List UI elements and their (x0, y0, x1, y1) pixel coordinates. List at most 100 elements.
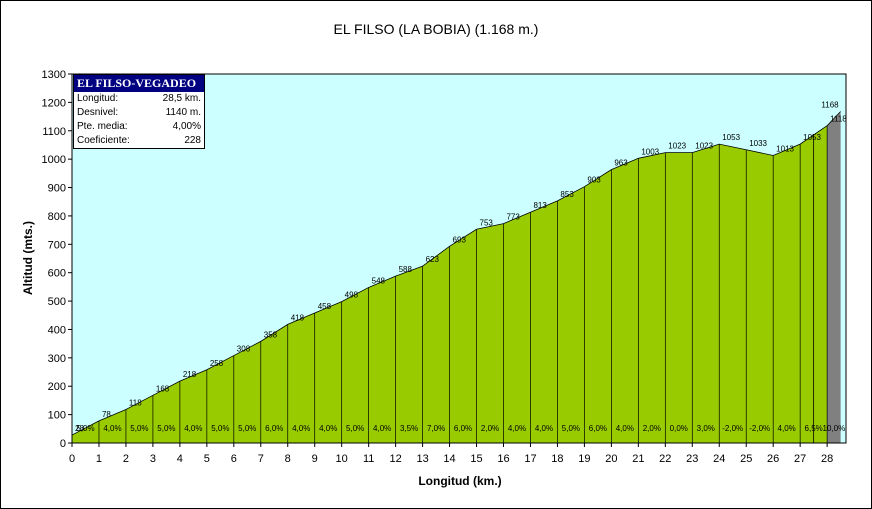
profile-segment (611, 158, 639, 443)
x-tick-label: 19 (578, 453, 590, 465)
x-tick-label: 8 (285, 453, 291, 465)
altitude-label: 773 (506, 213, 520, 222)
y-tick-label: 900 (48, 183, 66, 195)
y-tick-label: 1000 (42, 154, 66, 166)
altitude-label: 1053 (803, 133, 821, 142)
altitude-label: 358 (264, 330, 278, 339)
gradient-label: 6,5% (805, 424, 823, 433)
y-tick-label: 100 (48, 410, 66, 422)
x-tick-label: 7 (258, 453, 264, 465)
altitude-label: 1003 (641, 147, 659, 156)
info-row-length: Longitud: 28,5 km. (74, 92, 204, 106)
y-tick-label: 1200 (42, 97, 66, 109)
gradient-label: 4,0% (292, 424, 310, 433)
altitude-label: 1053 (722, 133, 740, 142)
altitude-label: 753 (480, 218, 494, 227)
info-value: 4,00% (172, 121, 201, 132)
y-tick-label: 400 (48, 324, 66, 336)
altitude-label: 28 (75, 424, 84, 433)
profile-segment (665, 152, 693, 444)
altitude-label: 118 (129, 399, 142, 408)
gradient-label: 4,0% (778, 424, 796, 433)
altitude-label: 623 (426, 255, 440, 264)
x-tick-label: 4 (177, 453, 183, 465)
info-box-title: EL FILSO-VEGADEO (74, 75, 204, 92)
y-tick-label: 500 (48, 296, 66, 308)
x-tick-label: 11 (363, 453, 374, 465)
altitude-label: 218 (183, 370, 197, 379)
info-label: Pte. media: (77, 121, 128, 132)
altitude-label: 1023 (695, 142, 713, 151)
gradient-label: 6,0% (589, 424, 607, 433)
y-tick-label: 200 (48, 381, 66, 393)
info-value: 1140 m. (165, 107, 201, 118)
profile-segment (692, 144, 720, 444)
gradient-label: 4,0% (319, 424, 337, 433)
x-tick-label: 18 (551, 453, 563, 465)
profile-segment (72, 420, 99, 443)
x-tick-label: 3 (150, 453, 156, 465)
gradient-label: 5,0% (238, 424, 256, 433)
profile-segment (503, 212, 531, 443)
profile-segment (260, 324, 288, 443)
info-row-average-gradient: Pte. media: 4,00% (74, 120, 204, 134)
info-value: 28,5 km. (162, 93, 201, 104)
altitude-label: 458 (318, 302, 332, 311)
profile-segment (368, 276, 396, 443)
x-tick-label: 21 (632, 453, 644, 465)
profile-line (71, 111, 841, 436)
y-tick-label: 1100 (42, 126, 66, 138)
x-tick-label: 26 (767, 453, 779, 465)
altitude-label: 548 (372, 276, 386, 285)
y-tick-label: 300 (48, 353, 66, 365)
y-tick-label: 0 (60, 438, 66, 450)
profile-segment (638, 152, 666, 444)
altitude-label: 258 (210, 359, 224, 368)
altitude-label: 1023 (668, 142, 686, 151)
x-tick-label: 9 (312, 453, 318, 465)
profile-segment (206, 355, 234, 443)
profile-segment (314, 301, 342, 443)
x-tick-label: 27 (794, 453, 806, 465)
x-tick-label: 23 (686, 453, 698, 465)
info-value: 228 (184, 135, 201, 146)
x-tick-label: 22 (659, 453, 671, 465)
gradient-label: 2,0% (643, 424, 661, 433)
profile-segment (773, 144, 801, 444)
profile-segment (422, 246, 450, 443)
gradient-label: 3,5% (400, 424, 418, 433)
profile-segment (395, 266, 423, 443)
profile-segment (233, 341, 261, 443)
gradient-label: 6,0% (265, 424, 283, 433)
x-tick-label: 5 (204, 453, 210, 465)
x-tick-label: 2 (123, 453, 129, 465)
gradient-label: -2,0% (722, 424, 743, 433)
y-axis-title: Altitud (mts.) (21, 221, 35, 295)
gradient-label: 5,0% (157, 424, 175, 433)
y-tick-label: 600 (48, 268, 66, 280)
x-tick-label: 16 (497, 453, 509, 465)
info-row-elevation-gain: Desnivel: 1140 m. (74, 106, 204, 120)
altitude-label: 903 (587, 176, 601, 185)
gradient-label: 4,0% (373, 424, 391, 433)
x-tick-label: 17 (524, 453, 536, 465)
altitude-label: 853 (560, 190, 574, 199)
plot-border (71, 73, 847, 444)
gradient-label: 10,0% (823, 424, 846, 433)
gradient-label: 5,0% (562, 424, 580, 433)
altitude-label: 588 (399, 265, 413, 274)
x-tick-label: 28 (821, 453, 833, 465)
altitude-label: 813 (533, 201, 547, 210)
gradient-label: 7,0% (427, 424, 445, 433)
profile-segment (719, 144, 747, 444)
gradient-label: 5,0% (346, 424, 364, 433)
altitude-label: 1168 (821, 100, 839, 109)
gradient-label: 4,0% (103, 424, 121, 433)
info-label: Longitud: (77, 93, 119, 104)
y-tick-label: 700 (48, 239, 66, 251)
x-tick-label: 15 (470, 453, 482, 465)
plot-area: 0100200300400500600700800900100011001200… (42, 69, 848, 465)
x-axis-title: Longitud (km.) (418, 474, 501, 488)
gradient-label: 5,0% (76, 424, 94, 433)
gradient-label: -2,0% (749, 424, 770, 433)
